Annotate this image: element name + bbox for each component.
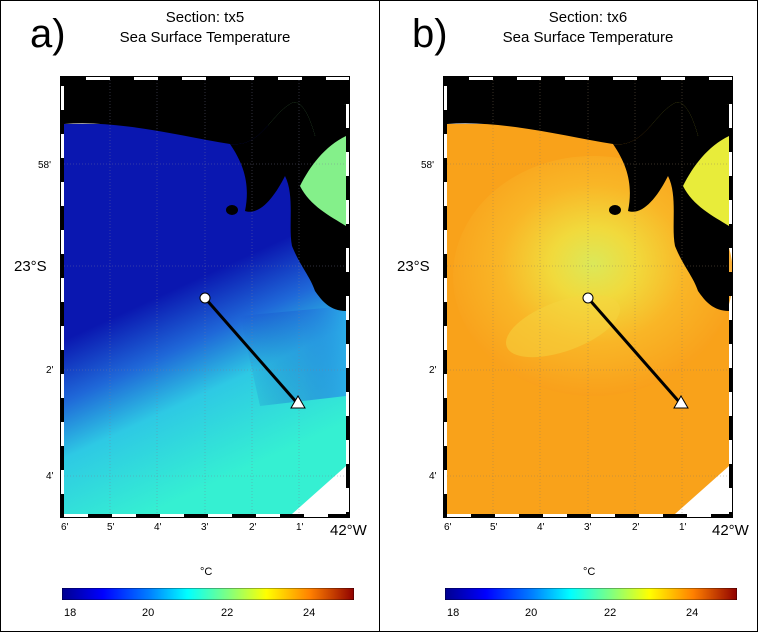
colorbar-tick: 20 (142, 607, 155, 619)
coastline (230, 102, 346, 311)
lon-tick-label: 5' (107, 522, 115, 533)
colorbar (62, 588, 354, 600)
panel-title: Section: tx6 Sea Surface Temperature (473, 8, 703, 48)
colorbar-tick: 18 (447, 607, 460, 619)
lon-tick-label: 3' (201, 522, 209, 533)
lon-tick-label: 1' (679, 522, 687, 533)
sst-map (60, 76, 350, 518)
lat-tick-label: 4' (429, 471, 437, 482)
colorbar-unit: °C (583, 566, 596, 578)
lon-tick-label: 5' (490, 522, 498, 533)
colorbar-tick: 22 (221, 607, 234, 619)
section-start-marker (199, 292, 211, 304)
colorbar (445, 588, 737, 600)
colorbar-tick: 22 (604, 607, 617, 619)
lon-tick-label: 42°W (330, 522, 367, 539)
lat-tick-label: 58' (421, 160, 435, 171)
panel-title: Section: tx5 Sea Surface Temperature (90, 8, 320, 48)
section-end-marker (673, 395, 689, 409)
outside-domain (292, 466, 346, 514)
warm-intrusion (240, 306, 346, 406)
panel-letter: a) (30, 12, 66, 56)
panel-b: b) Section: tx6 Sea Surface Temperature (380, 0, 758, 632)
section-label: Section: tx6 (548, 9, 628, 26)
coastline (613, 102, 729, 311)
lat-tick-label: 23°S (14, 258, 47, 275)
lon-tick-label: 1' (296, 522, 304, 533)
variable-label: Sea Surface Temperature (502, 29, 674, 46)
variable-label: Sea Surface Temperature (119, 29, 291, 46)
lat-tick-label: 4' (46, 471, 54, 482)
island (226, 205, 238, 215)
colorbar-tick: 18 (64, 607, 77, 619)
panel-a: a) Section: tx5 Sea Surface Temperature (14, 8, 367, 619)
lat-tick-label: 58' (38, 160, 52, 171)
colorbar-unit: °C (200, 566, 213, 578)
panel-letter: b) (412, 12, 448, 56)
lon-tick-label: 6' (444, 522, 452, 533)
lon-tick-label: 2' (249, 522, 257, 533)
outside-domain (675, 466, 729, 514)
colorbar-tick: 20 (525, 607, 538, 619)
lon-tick-label: 2' (632, 522, 640, 533)
colorbar-tick: 24 (686, 607, 699, 619)
lon-tick-label: 4' (154, 522, 162, 533)
sst-map (443, 76, 733, 518)
island (609, 205, 621, 215)
colorbar-tick: 24 (303, 607, 316, 619)
lon-tick-label: 4' (537, 522, 545, 533)
section-end-marker (290, 395, 306, 409)
lon-tick-label: 42°W (712, 522, 749, 539)
section-label: Section: tx5 (165, 9, 245, 26)
land-mass (447, 80, 729, 145)
lat-tick-label: 2' (429, 365, 437, 376)
lon-tick-label: 3' (584, 522, 592, 533)
lat-tick-label: 2' (46, 365, 54, 376)
panel-divider (379, 0, 380, 632)
section-line (203, 297, 300, 405)
section-line (586, 297, 683, 405)
lon-tick-label: 6' (61, 522, 69, 533)
section-start-marker (582, 292, 594, 304)
lat-tick-label: 23°S (397, 258, 430, 275)
